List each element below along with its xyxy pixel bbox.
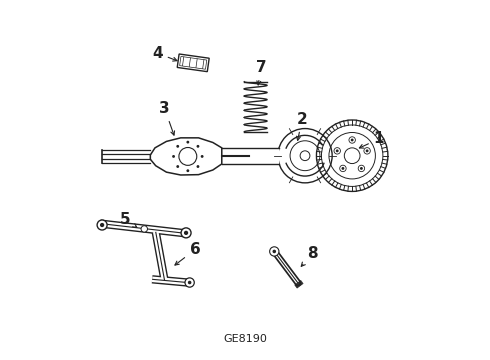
Circle shape bbox=[196, 165, 199, 168]
Circle shape bbox=[360, 167, 363, 170]
Circle shape bbox=[272, 249, 276, 253]
Circle shape bbox=[186, 141, 189, 144]
Circle shape bbox=[179, 148, 197, 165]
Circle shape bbox=[172, 155, 175, 158]
Bar bbox=[222, 148, 279, 163]
Polygon shape bbox=[150, 138, 222, 175]
Circle shape bbox=[196, 145, 199, 148]
Circle shape bbox=[270, 247, 279, 256]
Circle shape bbox=[176, 145, 179, 148]
Circle shape bbox=[97, 220, 107, 230]
Text: 8: 8 bbox=[301, 246, 318, 266]
Circle shape bbox=[342, 167, 344, 170]
Circle shape bbox=[186, 169, 189, 172]
Circle shape bbox=[366, 149, 368, 152]
Circle shape bbox=[100, 223, 104, 227]
Text: 3: 3 bbox=[159, 101, 174, 135]
Circle shape bbox=[188, 281, 192, 284]
Circle shape bbox=[336, 149, 339, 152]
Circle shape bbox=[300, 151, 310, 161]
Polygon shape bbox=[177, 54, 209, 72]
Circle shape bbox=[351, 139, 354, 141]
Text: 7: 7 bbox=[256, 60, 267, 85]
Text: 6: 6 bbox=[175, 242, 200, 265]
Circle shape bbox=[181, 228, 191, 238]
Circle shape bbox=[176, 165, 179, 168]
Text: 5: 5 bbox=[120, 212, 137, 228]
Text: 4: 4 bbox=[152, 46, 177, 61]
Circle shape bbox=[184, 231, 188, 235]
Text: GE8190: GE8190 bbox=[223, 334, 267, 344]
Circle shape bbox=[185, 278, 194, 287]
Text: 1: 1 bbox=[359, 131, 384, 148]
Text: 2: 2 bbox=[296, 112, 308, 140]
Circle shape bbox=[141, 226, 147, 232]
Circle shape bbox=[201, 155, 203, 158]
